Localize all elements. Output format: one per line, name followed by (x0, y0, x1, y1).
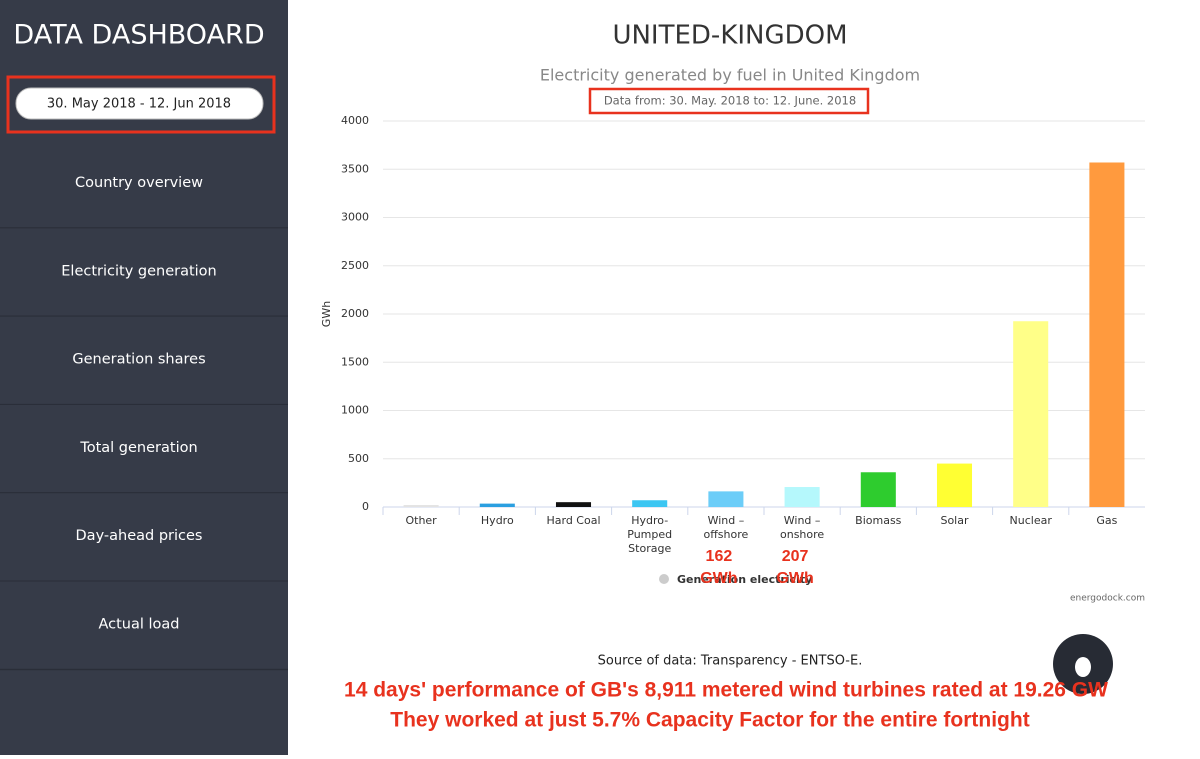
highlight-box (6, 75, 276, 134)
menu-label[interactable]: Day-ahead prices (76, 528, 203, 544)
y-tick-label: 500 (348, 452, 369, 465)
sidebar-title: DATA DASHBOARD (13, 20, 264, 51)
x-tick-label: Nuclear (1010, 514, 1053, 527)
x-tick-label: Gas (1096, 514, 1117, 527)
y-tick-label: 3000 (341, 211, 369, 224)
date-range[interactable]: 30. May 2018 - 12. Jun 2018 (47, 97, 231, 112)
y-tick-label: 4000 (341, 114, 369, 127)
date-note: Data from: 30. May. 2018 to: 12. June. 2… (604, 94, 856, 108)
menu-item[interactable] (0, 581, 288, 670)
bar (1089, 162, 1125, 507)
menu-item[interactable] (0, 140, 288, 228)
menu-item[interactable] (0, 404, 288, 493)
x-tick-label: Wind – offshore (704, 514, 749, 541)
bar (708, 491, 744, 507)
legend-label[interactable]: Generation electricity (677, 573, 812, 586)
x-tick-label: Hydro-Pumped Storage (627, 514, 672, 555)
menu-label[interactable]: Generation shares (72, 352, 205, 368)
x-tick-label: Solar (940, 514, 969, 527)
y-tick-label: 3500 (341, 162, 369, 175)
menu-label[interactable]: Actual load (98, 617, 179, 633)
value-label: 207 GWh (776, 548, 813, 587)
menu-item[interactable] (0, 493, 288, 582)
y-tick-label: 1500 (341, 355, 369, 368)
x-tick-label: Biomass (855, 514, 902, 527)
y-tick-label: 2000 (341, 307, 369, 320)
caption: They worked at just 5.7% Capacity Factor… (390, 709, 1029, 732)
x-tick-label: Other (405, 514, 437, 527)
menu-item[interactable] (0, 316, 288, 405)
bar (1013, 321, 1049, 507)
highlight-box (588, 87, 870, 115)
bar (860, 472, 896, 507)
x-tick-label: Wind – onshore (780, 514, 824, 541)
bar (479, 503, 515, 507)
x-tick-label: Hydro (481, 514, 514, 527)
y-tick-label: 0 (362, 500, 369, 513)
menu-label[interactable]: Total generation (79, 440, 197, 456)
bug-icon (1075, 657, 1091, 677)
caption: 14 days' performance of GB's 8,911 meter… (344, 679, 1108, 702)
bar (403, 505, 439, 507)
bar (555, 502, 592, 507)
bar (784, 487, 820, 507)
credit: energodock.com (1070, 594, 1145, 604)
bar (632, 500, 668, 507)
menu-item[interactable] (0, 228, 288, 317)
menu-label[interactable]: Electricity generation (61, 263, 217, 279)
legend-marker[interactable] (659, 574, 669, 584)
chart-title: UNITED-KINGDOM (612, 21, 847, 51)
menu-label[interactable]: Country overview (75, 175, 203, 191)
y-axis-label: GWh (320, 301, 333, 327)
bar (936, 463, 973, 507)
chart-subtitle: Electricity generated by fuel in United … (540, 66, 920, 85)
date-picker[interactable] (15, 87, 264, 120)
value-label: 162 GWh (700, 548, 737, 587)
source: Source of data: Transparency - ENTSO-E. (598, 654, 863, 669)
x-tick-label: Hard Coal (546, 514, 600, 527)
y-tick-label: 2500 (341, 259, 369, 272)
y-tick-label: 1000 (341, 404, 369, 417)
